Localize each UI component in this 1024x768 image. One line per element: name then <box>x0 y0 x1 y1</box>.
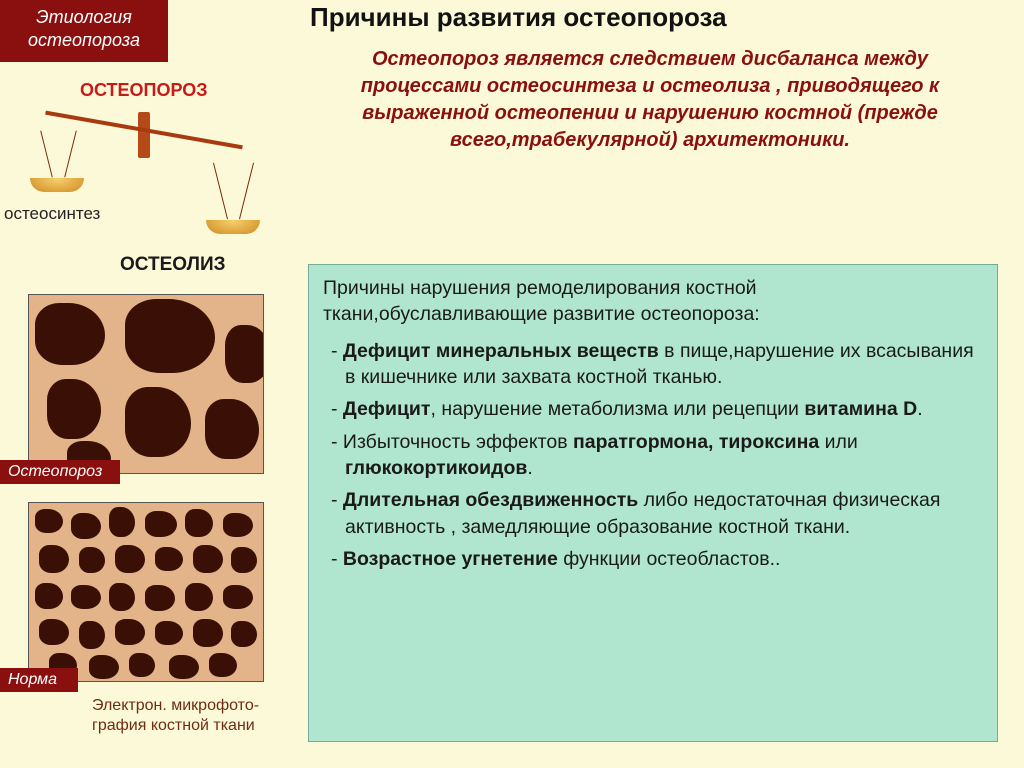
causes-panel: Причины нарушения ремоделирования костно… <box>308 264 998 742</box>
cause-3-bold2: глюкокортикоидов <box>345 457 527 479</box>
scales-left-label: остеосинтез <box>4 204 100 224</box>
etiology-line1: Этиология <box>36 7 132 27</box>
cause-item-1: - Дефицит минеральных веществ в пище,нар… <box>345 338 983 391</box>
scales-strand <box>239 163 254 220</box>
intro-statement: Остеопороз является следствием дисбаланс… <box>315 46 985 154</box>
cause-item-3: - Избыточность эффектов паратгормона, ти… <box>345 429 983 482</box>
causes-heading: Причины нарушения ремоделирования костно… <box>323 275 983 328</box>
cause-5-bold: Возрастное угнетение <box>343 548 558 570</box>
cause-3-prefix: Избыточность эффектов <box>343 431 573 453</box>
scales-post <box>138 112 150 158</box>
cause-item-4: - Длительная обездвиженность либо недост… <box>345 487 983 540</box>
scales-strand <box>64 131 77 178</box>
tag-normal: Норма <box>0 668 78 692</box>
cause-3-bold: паратгормона, тироксина <box>573 431 819 453</box>
cause-2-rest: , нарушение метаболизма или рецепции <box>430 398 804 420</box>
micrograph-normal <box>28 502 264 682</box>
etiology-header-box: Этиология остеопороза <box>0 0 168 62</box>
scales-pan-left <box>30 178 84 192</box>
cause-2-bold: Дефицит <box>343 398 431 420</box>
scales-right-label: ОСТЕОЛИЗ <box>120 254 226 276</box>
cause-2-rest2: . <box>917 398 922 420</box>
cause-2-bold2: витамина D <box>804 398 917 420</box>
cause-1-bold: Дефицит минеральных веществ <box>343 340 659 362</box>
tag-osteoporosis: Остеопороз <box>0 460 120 484</box>
cause-3-rest2: . <box>527 457 532 479</box>
cause-3-rest: или <box>819 431 858 453</box>
scales-pan-right <box>206 220 260 234</box>
micrograph-osteoporosis <box>28 294 264 474</box>
cause-5-rest: функции остеобластов.. <box>558 548 781 570</box>
micrograph-caption: Электрон. микрофото- графия костной ткан… <box>92 696 259 736</box>
page-title: Причины развития остеопороза <box>310 2 727 33</box>
caption-line1: Электрон. микрофото- <box>92 697 259 714</box>
cause-item-5: - Возрастное угнетение функции остеоблас… <box>345 546 983 572</box>
caption-line2: графия костной ткани <box>92 717 255 734</box>
cause-item-2: - Дефицит, нарушение метаболизма или рец… <box>345 396 983 422</box>
scales-strand <box>213 163 228 220</box>
etiology-line2: остеопороза <box>28 30 140 50</box>
scales-strand <box>40 131 53 178</box>
scales-top-label: ОСТЕОПОРОЗ <box>80 80 208 101</box>
cause-4-bold: Длительная обездвиженность <box>343 489 638 511</box>
